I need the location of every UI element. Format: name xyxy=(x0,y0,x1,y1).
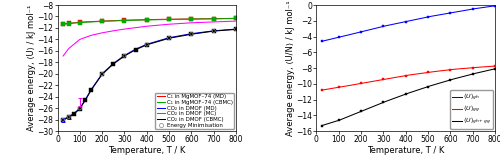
Point xyxy=(76,107,84,110)
Point xyxy=(402,74,409,77)
Point xyxy=(357,82,365,85)
Point xyxy=(98,73,106,75)
Y-axis label: Average energy, ⟨U/N⟩ / kJ mol⁻¹: Average energy, ⟨U/N⟩ / kJ mol⁻¹ xyxy=(286,0,295,136)
Y-axis label: Average energy, ⟨U⟩ / kJ mol⁻¹: Average energy, ⟨U⟩ / kJ mol⁻¹ xyxy=(27,5,36,131)
Point xyxy=(468,8,476,10)
Point xyxy=(334,119,342,122)
Point xyxy=(491,5,499,7)
X-axis label: Temperature, T / K: Temperature, T / K xyxy=(367,146,444,155)
X-axis label: Temperature, T / K: Temperature, T / K xyxy=(108,146,186,155)
Point xyxy=(334,86,342,89)
Point xyxy=(446,68,454,71)
Point xyxy=(210,30,218,32)
Point xyxy=(380,25,388,28)
Point xyxy=(468,66,476,69)
Point xyxy=(143,43,151,46)
Point xyxy=(318,89,326,91)
Point xyxy=(357,30,365,33)
Point xyxy=(446,12,454,14)
Point xyxy=(357,110,365,113)
Point xyxy=(402,20,409,23)
Point xyxy=(232,28,240,31)
Point xyxy=(120,54,128,57)
Point xyxy=(424,15,432,18)
Point xyxy=(318,40,326,43)
Point xyxy=(491,65,499,67)
Point xyxy=(334,36,342,39)
Point xyxy=(318,124,326,127)
Point xyxy=(59,119,67,121)
Point xyxy=(165,37,173,39)
Legend: C₁ in MgMOF–74 (MD), C₁ in MgMOF–74 (CBMC), CO₂ in DMOF (MD), CO₂ in DMOF (MC), : C₁ in MgMOF–74 (MD), C₁ in MgMOF–74 (CBM… xyxy=(155,93,234,129)
Point xyxy=(188,33,196,35)
Point xyxy=(446,78,454,81)
Point xyxy=(402,93,409,95)
Legend: $\langle U\rangle_{gh}$, $\langle U\rangle_{gg}$, $\langle U\rangle_{gh+gg}$: $\langle U\rangle_{gh}$, $\langle U\rang… xyxy=(450,90,493,129)
Point xyxy=(491,68,499,70)
Point xyxy=(64,116,72,118)
Point xyxy=(380,78,388,81)
Point xyxy=(424,71,432,74)
Point xyxy=(424,85,432,88)
Point xyxy=(380,101,388,104)
Point xyxy=(468,73,476,75)
